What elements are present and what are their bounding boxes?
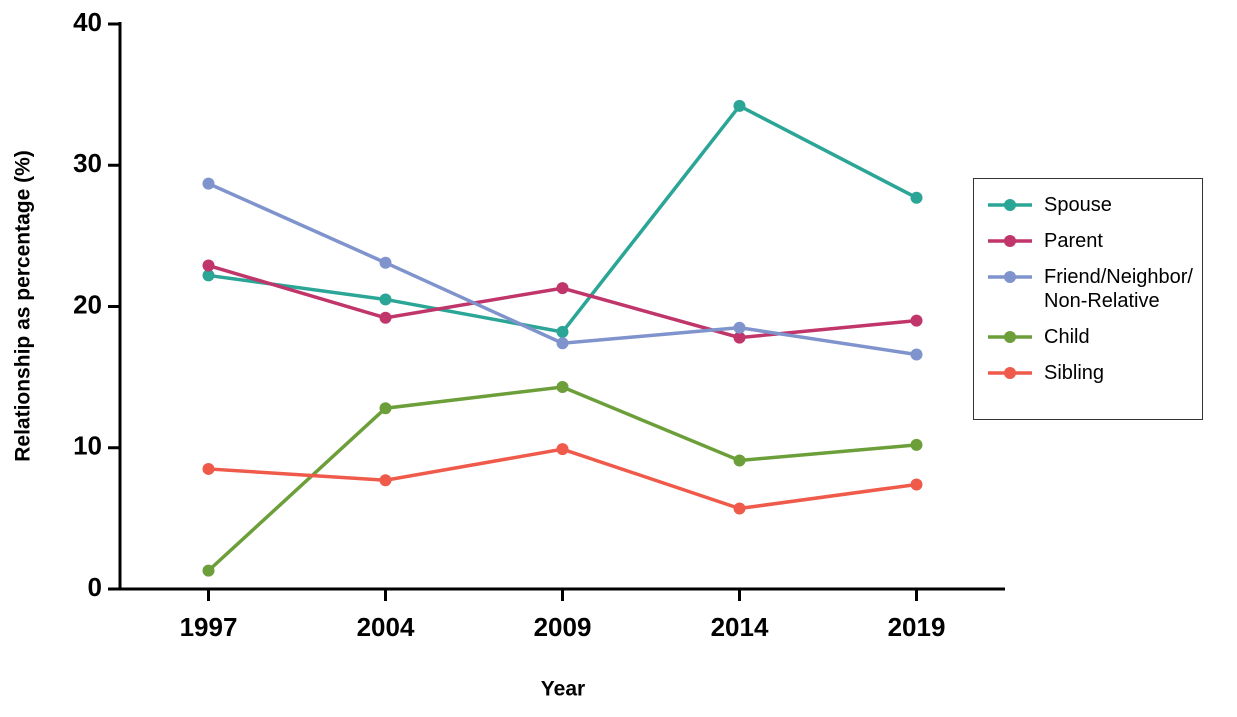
y-tick-label: 0 bbox=[88, 572, 102, 602]
data-point bbox=[733, 502, 746, 515]
legend-swatch bbox=[988, 271, 1032, 283]
data-point bbox=[202, 269, 215, 282]
y-tick-label: 10 bbox=[73, 431, 102, 461]
legend-marker bbox=[1004, 331, 1016, 343]
legend-item: Friend/Neighbor/ Non-Relative bbox=[986, 265, 1202, 313]
data-point bbox=[379, 311, 392, 324]
data-point bbox=[733, 99, 746, 112]
data-point bbox=[556, 337, 569, 350]
legend: Spouse Parent Friend/Neighbor/ Non-Relativ… bbox=[973, 178, 1203, 420]
data-point bbox=[556, 443, 569, 456]
legend-label: Friend/Neighbor/ Non-Relative bbox=[1044, 266, 1193, 312]
legend-marker bbox=[1004, 235, 1016, 247]
data-point bbox=[379, 256, 392, 269]
series-line bbox=[208, 447, 917, 511]
data-point bbox=[556, 282, 569, 295]
x-tick-label: 2009 bbox=[534, 612, 592, 642]
legend-swatch bbox=[988, 235, 1032, 247]
legend-marker bbox=[1004, 367, 1016, 379]
data-point bbox=[202, 564, 215, 577]
x-axis-title: Year bbox=[541, 678, 585, 701]
legend-swatch bbox=[988, 331, 1032, 343]
data-point bbox=[202, 177, 215, 190]
x-tick-label: 2014 bbox=[711, 612, 769, 642]
data-point bbox=[202, 462, 215, 475]
legend-marker bbox=[1004, 199, 1016, 211]
data-point bbox=[910, 191, 923, 204]
legend-label: Sibling bbox=[1044, 362, 1105, 384]
legend-label: Child bbox=[1044, 326, 1090, 348]
y-tick-label: 20 bbox=[73, 289, 102, 319]
data-point bbox=[910, 438, 923, 451]
data-point bbox=[556, 325, 569, 338]
legend-item: Parent bbox=[986, 229, 1202, 253]
data-point bbox=[910, 478, 923, 491]
legend-item: Spouse bbox=[986, 193, 1202, 217]
legend-swatch bbox=[988, 199, 1032, 211]
x-tick-label: 2019 bbox=[888, 612, 946, 642]
series-line bbox=[207, 385, 917, 572]
data-point bbox=[910, 348, 923, 361]
data-point bbox=[379, 474, 392, 487]
legend-label: Parent bbox=[1044, 230, 1103, 252]
data-point bbox=[556, 381, 569, 394]
legend-label: Spouse bbox=[1044, 194, 1112, 216]
data-point bbox=[202, 259, 215, 272]
legend-item: Sibling bbox=[986, 361, 1202, 385]
x-tick-label: 1997 bbox=[180, 612, 238, 642]
data-point bbox=[379, 402, 392, 415]
data-point bbox=[379, 293, 392, 306]
x-tick-label: 2004 bbox=[357, 612, 415, 642]
data-point bbox=[733, 454, 746, 467]
data-point bbox=[733, 321, 746, 334]
y-tick-label: 40 bbox=[73, 7, 102, 37]
data-point bbox=[733, 331, 746, 344]
y-tick-label: 30 bbox=[73, 148, 102, 178]
legend-item: Child bbox=[986, 325, 1202, 349]
data-point bbox=[910, 314, 923, 327]
legend-swatch bbox=[988, 367, 1032, 379]
y-axis-title: Relationship as percentage (%) bbox=[12, 150, 35, 462]
legend-marker bbox=[1004, 271, 1016, 283]
